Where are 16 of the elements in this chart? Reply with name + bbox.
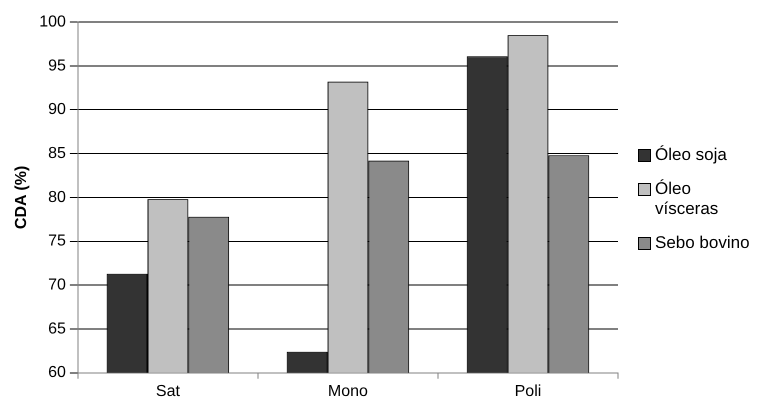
- legend-label: Sebo bovino: [655, 233, 750, 253]
- y-tick-label: 80: [48, 188, 66, 206]
- y-tick-label: 65: [48, 320, 66, 338]
- y-tick-label: 60: [48, 364, 66, 382]
- x-tick-label: Poli: [514, 382, 542, 400]
- y-axis-title: CDA (%): [13, 166, 30, 230]
- y-tick-label: 75: [48, 232, 66, 250]
- y-tick-label: 85: [48, 144, 66, 162]
- x-tick-label: Mono: [328, 382, 368, 400]
- y-tick-label: 90: [48, 101, 66, 118]
- legend-label: Óleo vísceras: [655, 179, 720, 219]
- y-tick-label: 100: [39, 13, 66, 30]
- y-tick-label: 70: [48, 276, 66, 294]
- x-tick-label: Sat: [156, 382, 180, 400]
- legend-label: Óleo soja: [655, 145, 727, 165]
- y-tick-label: 95: [48, 57, 66, 74]
